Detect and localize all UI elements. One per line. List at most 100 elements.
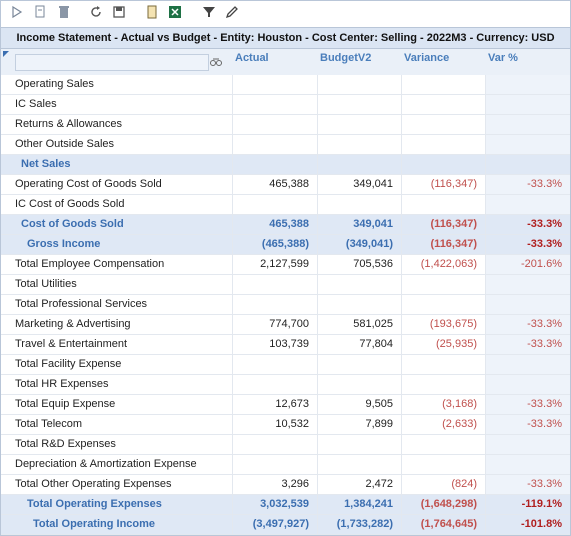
report-title: Income Statement - Actual vs Budget - En… <box>1 27 570 49</box>
value-cell: -33.3% <box>485 415 570 434</box>
excel-button[interactable] <box>168 5 182 19</box>
data-row: Returns & Allowances <box>1 115 570 135</box>
value-cell <box>232 75 317 94</box>
data-row: Total Employee Compensation 2,127,599 705,… <box>1 255 570 275</box>
value-cell: -101.8% <box>485 515 570 534</box>
row-label: Total Operating Expenses <box>27 498 162 510</box>
value-cell <box>317 355 401 374</box>
data-row: Travel & Entertainment 103,739 77,804 (25,9… <box>1 335 570 355</box>
value-cell: -33.3% <box>485 395 570 414</box>
value-cell <box>485 135 570 154</box>
row-label: Travel & Entertainment <box>15 338 128 350</box>
row-label: IC Sales <box>15 98 57 110</box>
data-row: Total Telecom 10,532 7,899 (2,633) -33.3% <box>1 415 570 435</box>
value-cell <box>485 95 570 114</box>
data-row: IC Sales <box>1 95 570 115</box>
data-row: Total Equip Expense 12,673 9,505 (3,168) -33… <box>1 395 570 415</box>
value-cell: (2,633) <box>401 415 485 434</box>
delete-button[interactable] <box>57 5 71 19</box>
value-cell <box>401 115 485 134</box>
row-label: Depreciation & Amortization Expense <box>15 458 197 470</box>
value-cell <box>317 75 401 94</box>
data-row: Depreciation & Amortization Expense <box>1 455 570 475</box>
value-cell <box>401 355 485 374</box>
expand-button[interactable] <box>10 5 24 19</box>
column-heading: Actual <box>235 52 269 64</box>
value-cell: -33.3% <box>485 215 570 234</box>
value-cell: 349,041 <box>317 215 401 234</box>
value-cell: 9,505 <box>317 395 401 414</box>
subtotal-row: Net Sales <box>1 155 570 175</box>
row-label: Total HR Expenses <box>15 378 109 390</box>
row-label: Operating Cost of Goods Sold <box>15 178 162 190</box>
row-label: Returns & Allowances <box>15 118 122 130</box>
value-cell <box>232 115 317 134</box>
row-label: Total Telecom <box>15 418 83 430</box>
row-label: Total Operating Income <box>33 518 156 530</box>
value-cell: (1,764,645) <box>401 515 485 534</box>
data-row: Total Professional Services <box>1 295 570 315</box>
value-cell <box>401 275 485 294</box>
value-cell <box>401 155 485 174</box>
value-cell: (3,497,927) <box>232 515 317 534</box>
row-label: Gross Income <box>27 238 101 250</box>
row-label: Net Sales <box>21 158 71 170</box>
data-row: Operating Sales <box>1 75 570 95</box>
value-cell <box>485 375 570 394</box>
value-cell: (465,388) <box>232 235 317 254</box>
refresh-button[interactable] <box>89 5 103 19</box>
value-cell: 349,041 <box>317 175 401 194</box>
value-cell: (1,648,298) <box>401 495 485 514</box>
search-icon[interactable] <box>210 57 222 67</box>
value-cell <box>232 195 317 214</box>
value-cell: 2,472 <box>317 475 401 494</box>
row-label: Total Professional Services <box>15 298 148 310</box>
value-cell: 7,899 <box>317 415 401 434</box>
value-cell: (349,041) <box>317 235 401 254</box>
value-cell: -33.3% <box>485 235 570 254</box>
value-cell <box>317 95 401 114</box>
filter-button[interactable] <box>202 5 216 19</box>
document-button[interactable] <box>145 5 159 19</box>
subtotal-row: Total Operating Expenses 3,032,539 1,384,2… <box>1 495 570 515</box>
value-cell: (3,168) <box>401 395 485 414</box>
value-cell <box>317 435 401 454</box>
column-heading: BudgetV2 <box>320 52 372 64</box>
column-heading: Var % <box>488 52 518 64</box>
search-box[interactable] <box>15 54 209 71</box>
value-cell <box>232 275 317 294</box>
value-cell: (116,347) <box>401 215 485 234</box>
value-cell <box>485 195 570 214</box>
value-cell: 12,673 <box>232 395 317 414</box>
toolbar <box>1 1 570 26</box>
value-cell <box>401 75 485 94</box>
row-label: Operating Sales <box>15 78 94 90</box>
row-label: Total Utilities <box>15 278 77 290</box>
row-label: Marketing & Advertising <box>15 318 131 330</box>
value-cell <box>401 435 485 454</box>
value-cell <box>401 95 485 114</box>
data-row: Marketing & Advertising 774,700 581,025 (19… <box>1 315 570 335</box>
value-cell <box>232 95 317 114</box>
data-row: Total Other Operating Expenses 3,296 2,472… <box>1 475 570 495</box>
value-cell: 103,739 <box>232 335 317 354</box>
data-row: Total R&D Expenses <box>1 435 570 455</box>
value-cell <box>232 295 317 314</box>
subtotal-row: Gross Income (465,388) (349,041) (116,347) -… <box>1 235 570 255</box>
value-cell <box>485 275 570 294</box>
data-row: Total HR Expenses <box>1 375 570 395</box>
value-cell <box>485 355 570 374</box>
value-cell: 581,025 <box>317 315 401 334</box>
edit-button[interactable] <box>225 5 239 19</box>
value-cell: (193,675) <box>401 315 485 334</box>
row-label: Total Equip Expense <box>15 398 116 410</box>
save-button[interactable] <box>112 5 126 19</box>
value-cell: (1,422,063) <box>401 255 485 274</box>
value-cell: (116,347) <box>401 175 485 194</box>
value-cell: -33.3% <box>485 475 570 494</box>
copy-button[interactable] <box>33 5 47 19</box>
row-label: Total Other Operating Expenses <box>15 478 172 490</box>
value-cell <box>232 155 317 174</box>
